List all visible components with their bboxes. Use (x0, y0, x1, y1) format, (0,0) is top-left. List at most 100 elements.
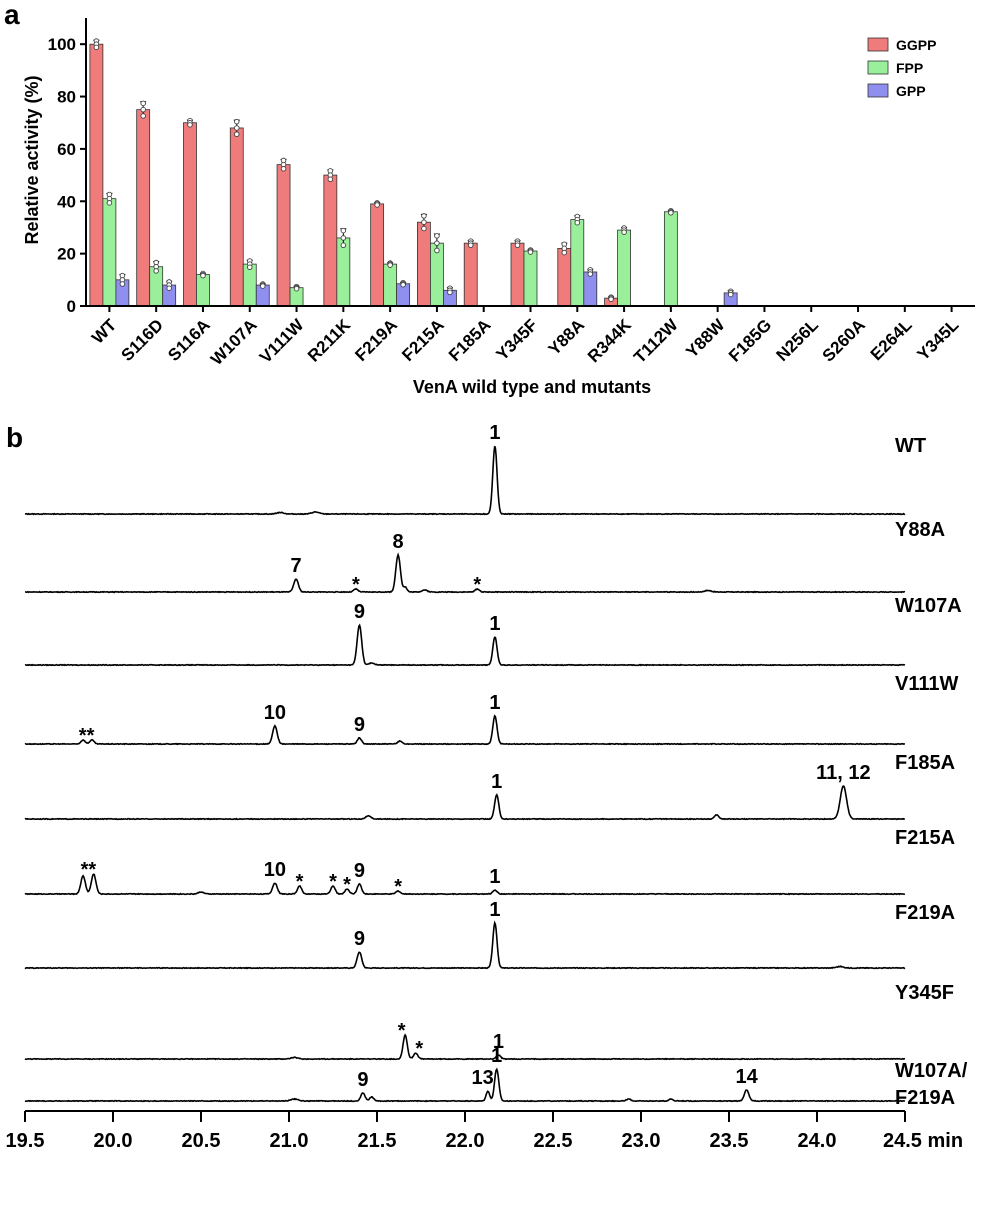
bar-GGPP-F215A (417, 221, 431, 307)
bar-group (89, 38, 738, 307)
bar-GGPP-Y345F (510, 242, 525, 307)
replicate-point (421, 213, 427, 219)
peak-label: 1 (489, 613, 500, 635)
bar-GGPP-S116D (136, 109, 151, 307)
y-tick-label: 40 (57, 192, 76, 211)
x-axis-title: VenA wild type and mutants (413, 377, 651, 397)
x-tick-label: N256L (773, 315, 823, 365)
trace-name-label: W107A (895, 595, 962, 617)
replicate-point (200, 272, 206, 279)
peak-label: 1 (491, 771, 502, 793)
y-axis-title: Relative activity (%) (22, 75, 42, 244)
bar-GGPP-Y88A (557, 247, 572, 307)
legend-swatch-GPP (867, 83, 889, 98)
replicate-point (434, 240, 440, 246)
replicate-point (727, 291, 734, 298)
x-tick-label: Y88A (545, 315, 589, 359)
replicate-point (260, 283, 266, 289)
time-axis-ticks: 19.5 20.0 20.5 21.0 21.5 22.0 22.5 23.0 23.5 24.0… (6, 1111, 963, 1152)
trace-line-WT (24, 445, 906, 516)
time-tick-label: 23.0 (622, 1130, 661, 1152)
trace-W107A/F219A: 9 131 14 W107A/F219A (24, 1045, 968, 1109)
replicate-point (668, 210, 674, 216)
trace-line-W107A/F219A (24, 1067, 906, 1103)
replicate-point (400, 282, 406, 288)
replicate-point (166, 285, 172, 291)
peak-label: 9 (354, 860, 365, 882)
replicate-point (93, 44, 100, 51)
peak-label: * (343, 874, 351, 896)
time-tick-label: 22.0 (446, 1130, 485, 1152)
bar-GGPP-R211K (323, 174, 338, 307)
peak-label: ** (79, 725, 95, 747)
peak-label: * (329, 871, 337, 893)
time-tick-label: 20.0 (94, 1130, 133, 1152)
x-tick-label: F215A (398, 315, 448, 365)
replicate-point (140, 113, 146, 119)
y-tick-label: 0 (67, 297, 76, 316)
peak-label: * (352, 574, 360, 596)
peak-label: 7 (290, 555, 301, 577)
x-tick-label: R344K (584, 315, 635, 366)
replicate-point (561, 249, 568, 256)
replicate-point (247, 264, 253, 271)
replicate-point (434, 247, 440, 254)
replicate-point (467, 242, 474, 249)
trace-F185A: 1 11, 12 F185A (24, 752, 955, 821)
replicate-point (434, 233, 440, 239)
replicate-point (234, 118, 240, 125)
legend-swatch-FPP (867, 60, 889, 75)
time-tick-label: 23.5 (710, 1130, 749, 1152)
peak-label: 9 (354, 714, 365, 736)
replicate-point (340, 235, 347, 241)
y-tick-label: 20 (57, 245, 76, 264)
bar-FPP-R211K (336, 237, 351, 307)
replicate-point (621, 229, 627, 235)
replicate-point (387, 262, 393, 268)
replicate-point (340, 242, 347, 249)
peak-label: 1 (489, 692, 500, 714)
replicate-point (421, 219, 427, 225)
trace-F219A: 9 1 F219A (24, 899, 955, 970)
legend-label-GPP: GPP (896, 83, 926, 99)
peak-label: 1 (489, 866, 500, 888)
peak-label: * (398, 1020, 406, 1042)
peak-label: 9 (354, 928, 365, 950)
peak-label: 8 (393, 531, 404, 553)
replicate-point (608, 296, 614, 302)
peak-label: * (473, 574, 481, 596)
trace-name-label: WT (895, 435, 926, 457)
bar-GGPP-WT (89, 43, 104, 307)
replicate-point (293, 285, 300, 292)
x-tick-label: V111W (256, 315, 308, 367)
replicate-point (327, 176, 334, 183)
peak-label: 1 (489, 899, 500, 921)
x-tick-label: S116A (164, 315, 214, 365)
replicate-point (187, 122, 193, 128)
x-tick-label: R211K (304, 315, 355, 366)
bar-FPP-S116A (196, 274, 210, 307)
bar-FPP-R344K (617, 229, 631, 307)
bar-FPP-W107A (242, 263, 257, 307)
peak-label: 9 (357, 1069, 368, 1091)
trace-line-F215A (24, 873, 906, 896)
panel-b-letter: b (6, 422, 23, 453)
panel-a-letter: a (4, 0, 20, 30)
peak-label: 9 (354, 601, 365, 623)
legend-label-GGPP: GGPP (896, 37, 936, 53)
peak-label: ** (81, 859, 97, 881)
time-tick-label: 22.5 (534, 1130, 573, 1152)
trace-name-label: V111W (895, 673, 959, 695)
bar-GGPP-S116A (183, 122, 197, 307)
trace-line-V111W (24, 714, 906, 746)
bar-FPP-WT (102, 198, 117, 307)
replicate-point (514, 242, 521, 249)
time-tick-label: 24.0 (798, 1130, 837, 1152)
peak-label: * (296, 871, 304, 893)
bar-GGPP-F185A (463, 242, 478, 307)
legend-swatch-GGPP (867, 37, 889, 52)
replicate-point (234, 131, 240, 137)
